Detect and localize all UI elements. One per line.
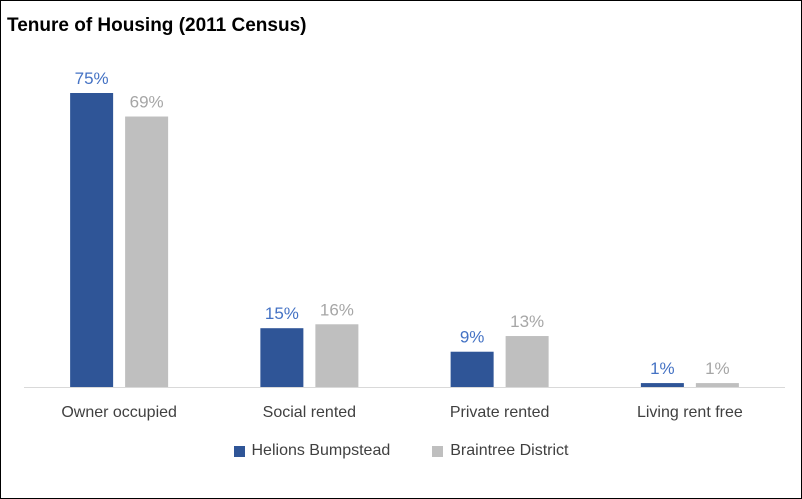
category-label-living-rent-free: Living rent free [637,404,743,421]
legend-label-series-2: Braintree District [450,442,569,459]
category-label-social-rented: Social rented [263,404,356,421]
bar-series-2-private-rented [505,336,549,387]
data-label-series-1-private-rented: 9% [460,328,485,347]
bar-series-1-private-rented [450,351,494,387]
data-label-series-2-private-rented: 13% [510,312,544,331]
bar-series-2-living-rent-free [695,383,739,387]
bar-series-1-living-rent-free [640,383,684,387]
bar-series-1-social-rented [260,328,304,387]
legend-item-series-2: Braintree District [432,442,569,460]
bar-series-2-owner-occupied [125,116,169,388]
legend-swatch-series-1 [233,445,245,457]
legend: Helions Bumpstead Braintree District [1,442,801,460]
legend-swatch-series-2 [432,445,444,457]
data-label-series-2-social-rented: 16% [320,300,354,319]
bar-series-1-owner-occupied [70,93,114,387]
legend-item-series-1: Helions Bumpstead [233,442,391,460]
data-label-series-2-living-rent-free: 1% [705,359,730,378]
data-label-series-2-owner-occupied: 69% [130,93,164,112]
category-label-private-rented: Private rented [450,404,550,421]
data-label-series-1-owner-occupied: 75% [75,69,109,88]
chart-title: Tenure of Housing (2011 Census) [7,15,307,36]
data-label-series-1-social-rented: 15% [265,304,299,323]
legend-label-series-1: Helions Bumpstead [251,442,391,459]
category-label-owner-occupied: Owner occupied [61,404,177,421]
data-label-series-1-living-rent-free: 1% [650,359,675,378]
bar-series-2-social-rented [315,324,359,387]
